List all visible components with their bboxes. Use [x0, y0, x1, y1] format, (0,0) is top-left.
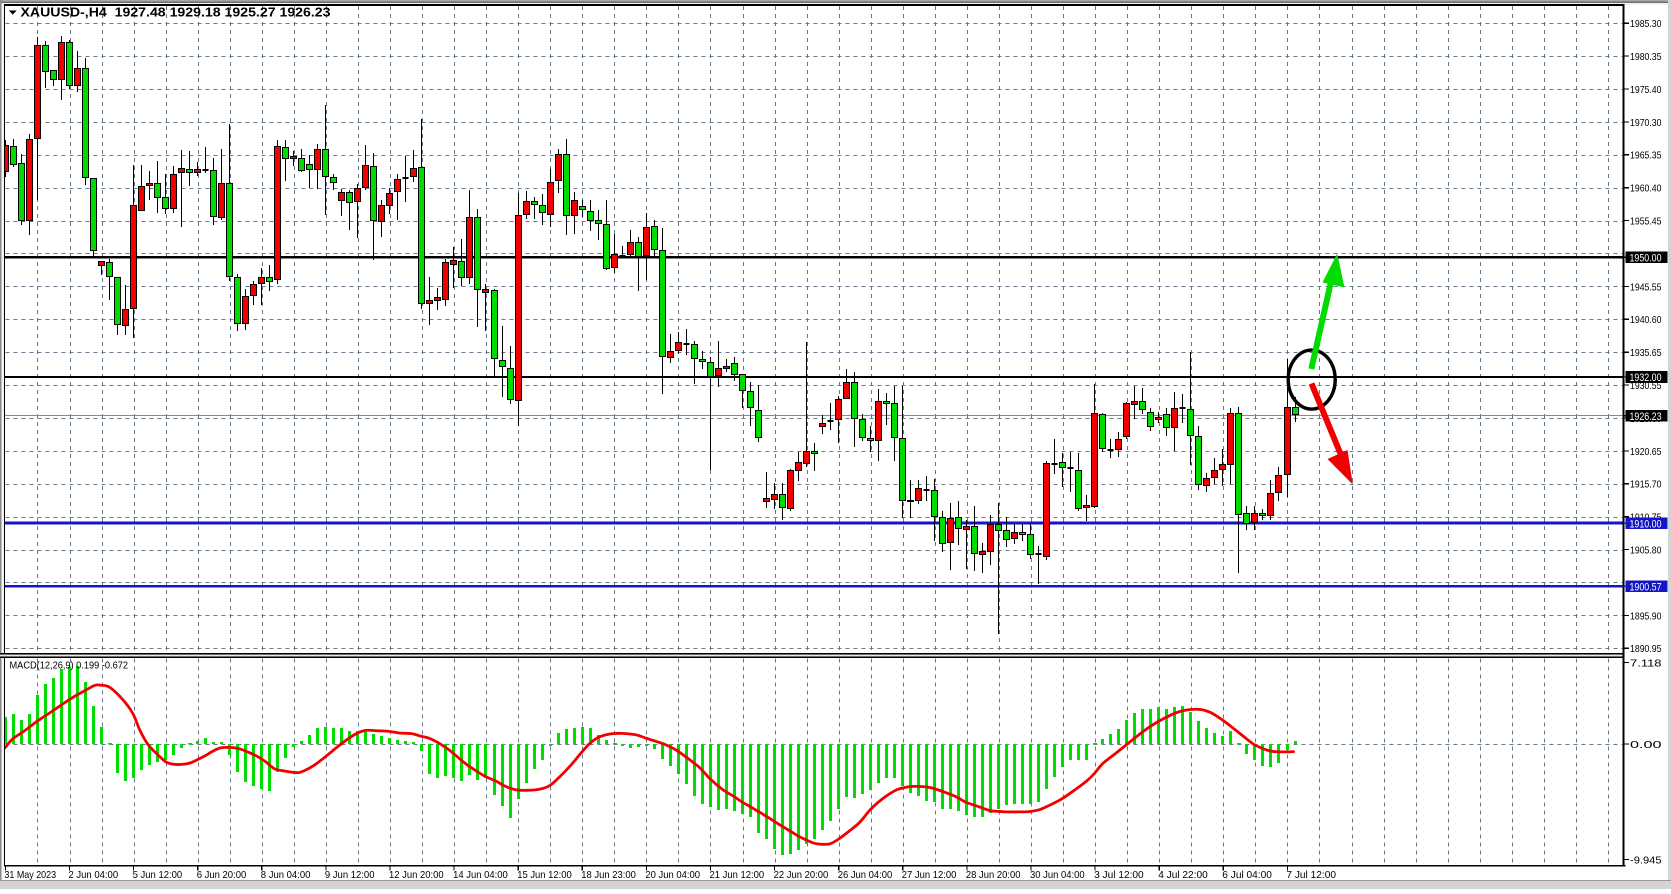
svg-text:2 Jun 04:00: 2 Jun 04:00 — [69, 869, 119, 881]
svg-text:1926.23: 1926.23 — [1630, 411, 1662, 423]
svg-text:21 Jun 12:00: 21 Jun 12:00 — [710, 869, 765, 881]
svg-text:1915.70: 1915.70 — [1630, 479, 1662, 491]
svg-text:27 Jun 12:00: 27 Jun 12:00 — [902, 869, 957, 881]
svg-text:1920.65: 1920.65 — [1630, 446, 1662, 458]
svg-text:1955.45: 1955.45 — [1630, 216, 1662, 228]
svg-text:1895.90: 1895.90 — [1630, 610, 1662, 622]
svg-text:MACD(12,26,9) 0.199 -0.672: MACD(12,26,9) 0.199 -0.672 — [10, 660, 129, 672]
svg-text:22 Jun 20:00: 22 Jun 20:00 — [774, 869, 829, 881]
svg-text:1910.00: 1910.00 — [1630, 518, 1662, 530]
svg-text:3 Jul 12:00: 3 Jul 12:00 — [1094, 869, 1144, 881]
svg-text:5 Jun 12:00: 5 Jun 12:00 — [133, 869, 183, 881]
svg-text:31 May 2023: 31 May 2023 — [4, 869, 56, 881]
svg-text:1960.40: 1960.40 — [1630, 183, 1662, 195]
svg-text:1950.00: 1950.00 — [1630, 253, 1662, 265]
svg-text:8 Jun 04:00: 8 Jun 04:00 — [261, 869, 311, 881]
svg-text:15 Jun 12:00: 15 Jun 12:00 — [517, 869, 572, 881]
svg-text:6 Jun 20:00: 6 Jun 20:00 — [197, 869, 247, 881]
svg-text:1932.00: 1932.00 — [1630, 372, 1662, 384]
svg-text:1890.95: 1890.95 — [1630, 643, 1662, 655]
svg-text:1940.60: 1940.60 — [1630, 314, 1662, 326]
svg-text:1965.35: 1965.35 — [1630, 150, 1662, 162]
svg-text:1970.30: 1970.30 — [1630, 117, 1662, 129]
svg-text:1975.40: 1975.40 — [1630, 84, 1662, 96]
svg-text:0.00: 0.00 — [1630, 739, 1662, 751]
svg-text:18 Jun 23:00: 18 Jun 23:00 — [581, 869, 636, 881]
svg-text:1900.57: 1900.57 — [1630, 581, 1662, 593]
svg-text:1985.30: 1985.30 — [1630, 18, 1662, 30]
svg-text:12 Jun 20:00: 12 Jun 20:00 — [389, 869, 444, 881]
svg-text:XAUUSD-,H4 1927.48 1929.18 19: XAUUSD-,H4 1927.48 1929.18 1925.27 1926.… — [21, 6, 331, 20]
svg-text:1980.35: 1980.35 — [1630, 51, 1662, 63]
svg-text:28 Jun 20:00: 28 Jun 20:00 — [966, 869, 1021, 881]
svg-text:30 Jun 04:00: 30 Jun 04:00 — [1030, 869, 1085, 881]
svg-text:4 Jul 22:00: 4 Jul 22:00 — [1158, 869, 1208, 881]
svg-text:-9.945: -9.945 — [1630, 854, 1662, 866]
svg-text:1935.65: 1935.65 — [1630, 347, 1662, 359]
svg-text:7.118: 7.118 — [1630, 657, 1662, 669]
svg-text:6 Jul 04:00: 6 Jul 04:00 — [1222, 869, 1272, 881]
svg-text:14 Jun 04:00: 14 Jun 04:00 — [453, 869, 508, 881]
svg-text:20 Jun 04:00: 20 Jun 04:00 — [645, 869, 700, 881]
svg-text:1945.55: 1945.55 — [1630, 281, 1662, 293]
svg-text:1905.80: 1905.80 — [1630, 545, 1662, 557]
svg-text:26 Jun 04:00: 26 Jun 04:00 — [838, 869, 893, 881]
svg-text:1930.55: 1930.55 — [1630, 380, 1662, 392]
svg-text:9 Jun 12:00: 9 Jun 12:00 — [325, 869, 375, 881]
svg-text:7 Jul 12:00: 7 Jul 12:00 — [1286, 869, 1336, 881]
